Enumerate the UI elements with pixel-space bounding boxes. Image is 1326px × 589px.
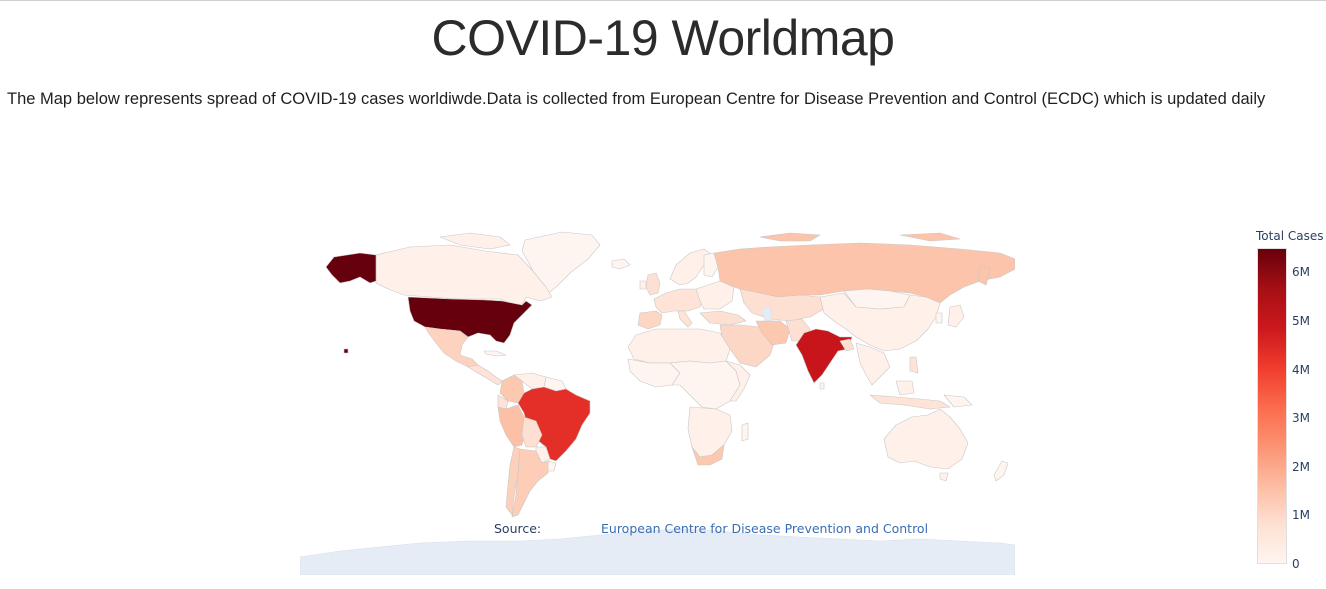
region-western-europe[interactable] [653,288,705,314]
country-ireland[interactable] [639,280,647,290]
region-russia-islands[interactable] [759,232,821,242]
country-italy[interactable] [677,310,693,328]
country-madagascar[interactable] [741,422,749,442]
country-alaska[interactable] [325,252,377,284]
world-choropleth-map[interactable] [300,225,1015,575]
region-bangladesh[interactable] [839,338,855,352]
colorbar-title: Total Cases [1256,229,1324,243]
page-title: COVID-19 Worldmap [431,10,895,66]
colorbar [1257,248,1287,564]
country-mexico[interactable] [424,326,479,368]
region-turkey[interactable] [699,310,747,326]
colorbar-tick-label: 6M [1292,265,1310,280]
country-canada[interactable] [375,244,553,306]
source-label: Source: [494,521,542,536]
country-uruguay[interactable] [547,460,557,472]
colorbar-tick-label: 1M [1292,508,1310,523]
colorbar-tick-label: 2M [1292,459,1310,474]
region-hawaii[interactable] [343,348,349,354]
region-russia-islands-2[interactable] [899,232,961,242]
country-korea[interactable] [935,312,943,324]
country-china[interactable] [819,292,941,352]
region-southeast-asia[interactable] [855,342,891,386]
region-east-africa[interactable] [725,360,751,402]
country-argentina[interactable] [511,448,551,518]
region-north-africa[interactable] [627,328,731,364]
country-indonesia[interactable] [869,394,951,410]
colorbar-tick-label: 0 [1292,557,1300,571]
region-kamchatka[interactable] [977,264,991,286]
region-central-asia[interactable] [739,288,825,322]
region-tasmania[interactable] [939,472,949,482]
region-central-africa[interactable] [669,360,741,410]
region-borneo[interactable] [895,380,915,396]
country-japan[interactable] [947,304,965,328]
country-philippines[interactable] [909,356,919,374]
country-india[interactable] [795,328,853,384]
colorbar-tick-label: 4M [1292,362,1310,377]
country-new-zealand[interactable] [993,460,1009,482]
country-south-africa[interactable] [691,444,725,466]
country-greenland[interactable] [521,231,601,296]
country-finland[interactable] [703,252,719,278]
region-iberia[interactable] [637,310,663,330]
country-papua-new-guinea[interactable] [943,394,973,408]
top-divider [0,0,1326,1]
country-cuba[interactable] [483,350,507,357]
source-link[interactable]: European Centre for Disease Prevention a… [601,521,929,536]
country-iran[interactable] [755,320,791,346]
country-canada-islands[interactable] [439,232,511,250]
country-australia[interactable] [883,408,969,470]
colorbar-tick-label: 3M [1292,411,1310,426]
colorbar-tick-label: 5M [1292,313,1310,328]
antarctica[interactable] [300,528,1015,575]
intro-text: The Map below represents spread of COVID… [7,90,1266,108]
country-sri-lanka[interactable] [819,382,825,390]
country-iceland[interactable] [611,258,631,270]
